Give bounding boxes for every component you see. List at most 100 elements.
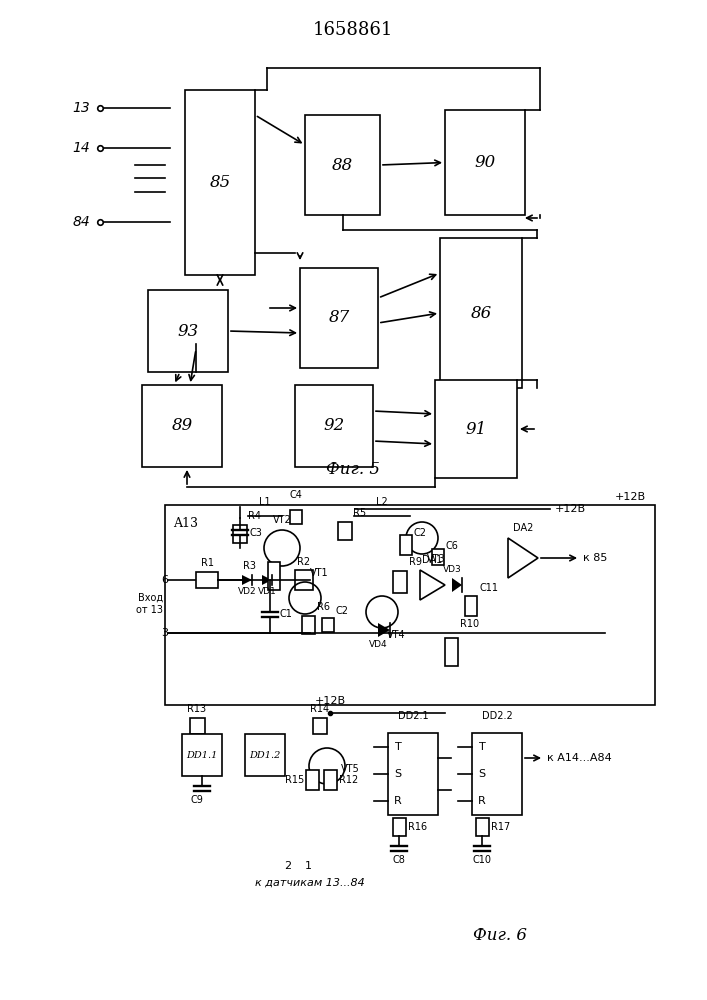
Text: к 85: к 85 bbox=[583, 553, 607, 563]
Text: R9: R9 bbox=[409, 557, 422, 567]
Bar bbox=[445, 638, 458, 666]
Text: VT4: VT4 bbox=[387, 630, 406, 640]
Text: 2: 2 bbox=[284, 861, 291, 871]
Text: C8: C8 bbox=[392, 855, 405, 865]
Bar bbox=[245, 734, 285, 776]
Polygon shape bbox=[452, 578, 462, 592]
Bar bbox=[290, 510, 302, 524]
Text: 91: 91 bbox=[465, 420, 486, 438]
Text: C10: C10 bbox=[472, 855, 491, 865]
Text: +12B: +12B bbox=[315, 696, 346, 706]
Text: DD2.1: DD2.1 bbox=[397, 711, 428, 721]
Bar bbox=[388, 733, 438, 815]
Bar bbox=[190, 718, 205, 734]
Text: 86: 86 bbox=[470, 304, 491, 322]
Bar bbox=[440, 238, 522, 388]
Text: R12: R12 bbox=[339, 775, 358, 785]
Text: R2: R2 bbox=[298, 557, 310, 567]
Bar bbox=[148, 290, 228, 372]
Text: R10: R10 bbox=[460, 619, 479, 629]
Text: DD2.2: DD2.2 bbox=[481, 711, 513, 721]
Text: 93: 93 bbox=[177, 322, 199, 340]
Text: VT1: VT1 bbox=[310, 568, 329, 578]
Text: C6: C6 bbox=[446, 541, 459, 551]
Bar bbox=[465, 596, 477, 616]
Text: R14: R14 bbox=[310, 704, 329, 714]
Text: R17: R17 bbox=[491, 822, 510, 832]
Text: C3: C3 bbox=[250, 528, 263, 538]
Text: 85: 85 bbox=[209, 174, 230, 191]
Text: C2: C2 bbox=[414, 528, 427, 538]
Polygon shape bbox=[242, 575, 252, 585]
Text: 87: 87 bbox=[328, 310, 350, 326]
Text: R6: R6 bbox=[317, 602, 330, 612]
Text: R3: R3 bbox=[243, 561, 256, 571]
Text: VD2: VD2 bbox=[238, 587, 257, 596]
Bar bbox=[268, 562, 280, 590]
Bar bbox=[393, 571, 407, 593]
Text: 3: 3 bbox=[161, 628, 168, 638]
Text: R4: R4 bbox=[248, 511, 261, 521]
Text: VT3: VT3 bbox=[427, 554, 445, 564]
Text: DD1.1: DD1.1 bbox=[187, 750, 218, 760]
Text: к А14...А84: к А14...А84 bbox=[547, 753, 612, 763]
Text: 14: 14 bbox=[72, 141, 90, 155]
Bar bbox=[233, 525, 247, 543]
Text: A13: A13 bbox=[173, 517, 198, 530]
Text: 1: 1 bbox=[305, 861, 312, 871]
Text: VD3: VD3 bbox=[443, 565, 462, 574]
Text: R15: R15 bbox=[285, 775, 304, 785]
Text: DA1: DA1 bbox=[422, 555, 442, 565]
Text: 13: 13 bbox=[72, 101, 90, 115]
Text: R: R bbox=[478, 796, 486, 806]
Bar bbox=[302, 616, 315, 634]
Text: от 13: от 13 bbox=[136, 605, 163, 615]
Text: R: R bbox=[394, 796, 402, 806]
Bar bbox=[338, 522, 352, 540]
Text: DD1.2: DD1.2 bbox=[250, 750, 281, 760]
Bar bbox=[400, 535, 412, 555]
Bar bbox=[182, 734, 222, 776]
Text: VT2: VT2 bbox=[273, 515, 291, 525]
Polygon shape bbox=[378, 623, 390, 637]
Text: C11: C11 bbox=[479, 583, 498, 593]
Bar bbox=[445, 110, 525, 215]
Bar bbox=[305, 115, 380, 215]
Bar bbox=[324, 770, 337, 790]
Text: R5: R5 bbox=[353, 508, 366, 518]
Text: R1: R1 bbox=[201, 558, 214, 568]
Text: R16: R16 bbox=[408, 822, 427, 832]
Text: 92: 92 bbox=[323, 418, 344, 434]
Text: VD1: VD1 bbox=[257, 587, 276, 596]
Text: к датчикам 13...84: к датчикам 13...84 bbox=[255, 878, 365, 888]
Text: 90: 90 bbox=[474, 154, 496, 171]
Text: C4: C4 bbox=[290, 490, 303, 500]
Text: Фиг. 6: Фиг. 6 bbox=[473, 926, 527, 944]
Text: S: S bbox=[479, 769, 486, 779]
Text: T: T bbox=[395, 742, 402, 752]
Bar bbox=[185, 90, 255, 275]
Text: R13: R13 bbox=[187, 704, 206, 714]
Polygon shape bbox=[262, 575, 272, 585]
Text: DA2: DA2 bbox=[513, 523, 533, 533]
Bar bbox=[472, 733, 522, 815]
Text: 89: 89 bbox=[171, 418, 192, 434]
Bar bbox=[142, 385, 222, 467]
Text: L1: L1 bbox=[259, 497, 271, 507]
Text: VD4: VD4 bbox=[368, 640, 387, 649]
Bar bbox=[322, 618, 334, 632]
Text: VT5: VT5 bbox=[341, 764, 360, 774]
Bar bbox=[432, 549, 444, 565]
Text: L2: L2 bbox=[376, 497, 388, 507]
Bar bbox=[393, 818, 406, 836]
Text: C1: C1 bbox=[280, 609, 293, 619]
Text: C2: C2 bbox=[336, 606, 349, 616]
Text: 84: 84 bbox=[72, 215, 90, 229]
Bar bbox=[295, 385, 373, 467]
Bar bbox=[476, 818, 489, 836]
Text: C9: C9 bbox=[191, 795, 204, 805]
Bar bbox=[300, 268, 378, 368]
Bar bbox=[313, 718, 327, 734]
Bar bbox=[435, 380, 517, 478]
Bar bbox=[165, 505, 655, 705]
